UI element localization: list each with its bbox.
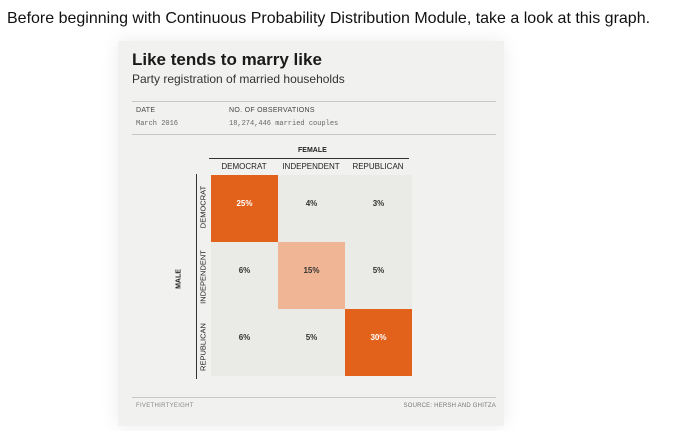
heatmap-cell-democrat-independent: 4% xyxy=(278,175,345,242)
heatmap-cell-independent-republican: 5% xyxy=(345,242,412,309)
source-note: SOURCE: HERSH AND GHITZA xyxy=(403,403,496,409)
fivethirtyeight-logo: FIVETHIRTYEIGHT xyxy=(136,403,194,409)
column-header-democrat: DEMOCRAT xyxy=(221,162,267,171)
male-axis-line xyxy=(196,174,197,379)
heatmap-cell-republican-independent: 5% xyxy=(278,309,345,376)
row-header-independent: INDEPENDENT xyxy=(198,250,208,304)
meta-rule xyxy=(132,134,496,135)
row-header-republican: REPUBLICAN xyxy=(198,323,208,371)
heatmap-cell-independent-democrat: 6% xyxy=(211,242,278,309)
date-label: DATE xyxy=(136,107,156,114)
observations-value: 18,274,446 married couples xyxy=(229,120,339,128)
date-value: March 2016 xyxy=(136,120,179,128)
heatmap-cell-republican-democrat: 6% xyxy=(211,309,278,376)
female-axis-title: FEMALE xyxy=(298,147,327,154)
male-axis-title: MALE xyxy=(175,269,183,289)
row-header-democrat: DEMOCRAT xyxy=(198,185,208,229)
chart-card: Like tends to marry like Party registrat… xyxy=(118,41,504,426)
column-header-republican: REPUBLICAN xyxy=(352,162,404,171)
column-header-independent: INDEPENDENT xyxy=(282,162,340,171)
bottom-rule xyxy=(132,397,496,398)
observations-label: NO. OF OBSERVATIONS xyxy=(229,107,315,114)
top-rule xyxy=(132,101,496,102)
female-axis-line xyxy=(209,158,409,159)
intro-text: Before beginning with Continuous Probabi… xyxy=(7,10,651,27)
heatmap-cell-republican-republican: 30% xyxy=(345,309,412,376)
chart-subtitle: Party registration of married households xyxy=(132,72,345,86)
chart-title: Like tends to marry like xyxy=(132,50,322,69)
heatmap-cell-democrat-democrat: 25% xyxy=(211,175,278,242)
heatmap-cell-independent-independent: 15% xyxy=(278,242,345,309)
heatmap-cell-democrat-republican: 3% xyxy=(345,175,412,242)
